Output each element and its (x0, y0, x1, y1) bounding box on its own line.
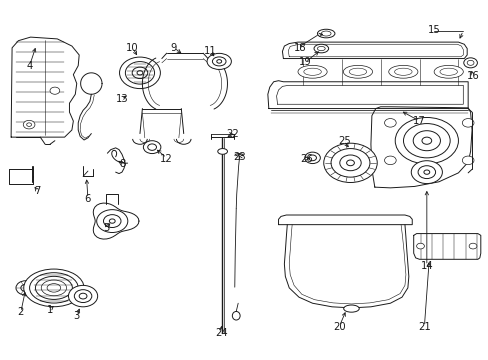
Text: 11: 11 (203, 46, 216, 57)
Ellipse shape (21, 284, 30, 292)
Text: 12: 12 (160, 154, 173, 163)
Ellipse shape (421, 137, 431, 144)
Text: 26: 26 (300, 154, 312, 163)
Ellipse shape (232, 311, 240, 320)
Ellipse shape (41, 280, 66, 296)
Ellipse shape (461, 156, 473, 165)
Ellipse shape (321, 31, 330, 36)
Ellipse shape (68, 285, 98, 307)
Ellipse shape (394, 68, 411, 75)
Ellipse shape (212, 57, 225, 66)
Text: 2: 2 (18, 307, 24, 317)
Ellipse shape (125, 62, 154, 84)
Ellipse shape (74, 290, 92, 302)
Ellipse shape (417, 166, 435, 179)
Text: 3: 3 (74, 311, 80, 321)
Ellipse shape (330, 149, 369, 177)
Ellipse shape (119, 57, 160, 89)
Ellipse shape (216, 60, 221, 63)
Text: 16: 16 (466, 71, 478, 81)
Text: 23: 23 (233, 152, 245, 162)
Text: 17: 17 (412, 116, 425, 126)
Text: 21: 21 (417, 322, 430, 332)
Text: 25: 25 (337, 136, 350, 147)
Ellipse shape (384, 156, 395, 165)
Ellipse shape (403, 123, 449, 158)
Text: 1: 1 (47, 305, 53, 315)
Ellipse shape (35, 276, 72, 300)
Ellipse shape (466, 60, 473, 65)
Ellipse shape (439, 68, 457, 75)
Text: 24: 24 (214, 328, 227, 338)
Ellipse shape (317, 46, 325, 51)
Text: 18: 18 (293, 43, 306, 53)
Ellipse shape (463, 58, 476, 68)
Text: 4: 4 (26, 61, 33, 71)
Text: 22: 22 (225, 129, 238, 139)
Ellipse shape (416, 243, 424, 249)
Text: 6: 6 (84, 194, 91, 203)
Text: 13: 13 (116, 94, 128, 104)
Ellipse shape (16, 281, 35, 295)
Ellipse shape (313, 44, 328, 53)
Ellipse shape (303, 68, 321, 75)
Ellipse shape (50, 87, 60, 94)
Ellipse shape (412, 131, 440, 151)
Ellipse shape (103, 215, 121, 228)
Text: 8: 8 (120, 159, 126, 169)
Ellipse shape (30, 273, 78, 303)
Ellipse shape (27, 123, 31, 126)
Text: 9: 9 (170, 43, 177, 53)
Ellipse shape (147, 144, 156, 150)
Ellipse shape (23, 120, 35, 129)
Ellipse shape (339, 155, 361, 171)
Ellipse shape (206, 53, 231, 69)
Ellipse shape (346, 160, 354, 166)
Text: 5: 5 (102, 223, 109, 233)
Ellipse shape (468, 243, 476, 249)
Ellipse shape (343, 305, 359, 312)
Ellipse shape (348, 68, 366, 75)
Ellipse shape (143, 141, 161, 154)
Ellipse shape (388, 65, 417, 78)
Ellipse shape (308, 155, 316, 161)
Text: 14: 14 (420, 261, 432, 271)
Text: 7: 7 (35, 186, 41, 197)
Text: 20: 20 (332, 322, 345, 332)
Ellipse shape (461, 118, 473, 127)
Ellipse shape (24, 269, 84, 307)
Ellipse shape (384, 118, 395, 127)
Ellipse shape (343, 65, 372, 78)
Ellipse shape (97, 210, 127, 233)
Ellipse shape (79, 293, 87, 299)
Ellipse shape (109, 219, 115, 223)
Ellipse shape (323, 143, 376, 183)
Text: 15: 15 (427, 25, 440, 35)
Ellipse shape (394, 117, 458, 164)
Ellipse shape (132, 67, 147, 78)
Ellipse shape (423, 170, 429, 174)
Ellipse shape (433, 65, 462, 78)
Text: 19: 19 (298, 57, 311, 67)
Ellipse shape (304, 152, 320, 163)
Text: 10: 10 (126, 43, 139, 53)
Ellipse shape (297, 65, 326, 78)
Ellipse shape (317, 29, 334, 38)
Ellipse shape (410, 161, 442, 184)
Ellipse shape (217, 149, 227, 154)
Ellipse shape (47, 284, 61, 292)
Ellipse shape (137, 71, 142, 75)
